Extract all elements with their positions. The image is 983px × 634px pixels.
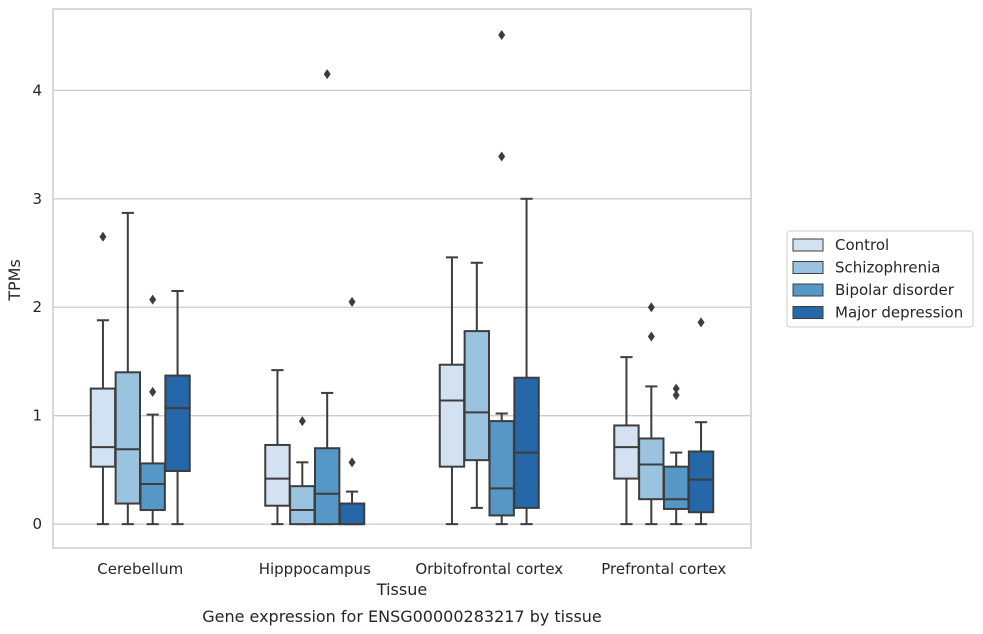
box-series [89,30,715,526]
legend-item: Bipolar disorder [792,281,955,299]
box-body [289,485,316,526]
box-body [139,462,166,512]
legend-swatch [792,283,824,297]
x-axis-title: Tissue [376,580,427,599]
box-body [338,502,366,526]
y-tick-label: 0 [32,515,42,533]
legend-item: Control [792,236,889,254]
legend-label: Schizophrenia [835,259,940,277]
box-body [613,424,640,480]
box-1-0 [264,369,291,526]
outlier-point [498,30,506,41]
box-2-3 [513,197,540,526]
y-tick-label: 2 [32,298,42,316]
box-body [638,437,665,501]
box-body [164,374,191,473]
box-body [662,465,690,510]
legend-swatch [792,306,824,319]
box-0-3 [164,289,191,526]
legend-label: Control [835,236,889,254]
box-0-0 [89,231,117,526]
legend-item: Schizophrenia [792,259,940,277]
legend-label: Bipolar disorder [835,281,955,299]
legend-swatch [792,238,824,252]
box-body [313,447,341,526]
chart-caption: Gene expression for ENSG00000283217 by t… [202,607,602,626]
x-tick-label: Orbitofrontal cortex [415,560,563,578]
box-2-1 [463,261,491,509]
box-1-3 [338,296,366,526]
y-tick-label: 4 [32,81,42,99]
outlier-point [323,69,331,80]
x-tick-label: Cerebellum [97,560,183,578]
legend-label: Major depression [835,304,963,322]
box-body [264,443,291,507]
box-2-0 [438,256,466,526]
y-tick-labels: 0 1 2 3 4 [32,81,42,533]
y-tick-label: 1 [32,407,42,425]
outlier-point [298,416,306,427]
box-body [114,371,142,505]
legend-swatch [792,261,824,274]
box-body [488,420,515,517]
outlier-point [348,296,356,307]
box-3-2 [662,383,690,526]
box-3-3 [687,317,715,526]
box-0-2 [139,294,166,526]
y-axis-title: TPMs [5,259,24,302]
box-body [513,376,540,509]
outlier-point [99,231,107,242]
outlier-point [672,390,680,401]
box-body [89,387,117,468]
box-body [463,330,491,462]
outlier-point [672,383,680,394]
box-body [438,363,466,468]
box-0-1 [114,211,142,526]
box-1-2 [313,69,341,526]
x-tick-labels: Cerebellum Hipppocampus Orbitofrontal cort… [97,560,726,578]
outlier-point [149,386,157,397]
box-2-2 [488,30,515,526]
outlier-point [498,151,506,162]
box-body [687,450,715,514]
plot-frame [52,8,752,549]
x-tick-label: Hipppocampus [259,560,371,578]
outlier-point [697,317,705,328]
legend-item: Major depression [792,304,963,322]
outlier-point [149,294,157,305]
outlier-point [647,331,655,342]
y-tick-label: 3 [32,190,42,208]
outlier-point [647,302,655,313]
legend: Control Schizophrenia Bipolar disorder Majo… [786,230,974,328]
x-tick-label: Prefrontal cortex [601,560,726,578]
box-3-1 [638,302,665,526]
box-1-1 [289,416,316,526]
box-3-0 [613,356,640,526]
legend-frame [786,230,974,328]
outlier-point [348,457,356,468]
